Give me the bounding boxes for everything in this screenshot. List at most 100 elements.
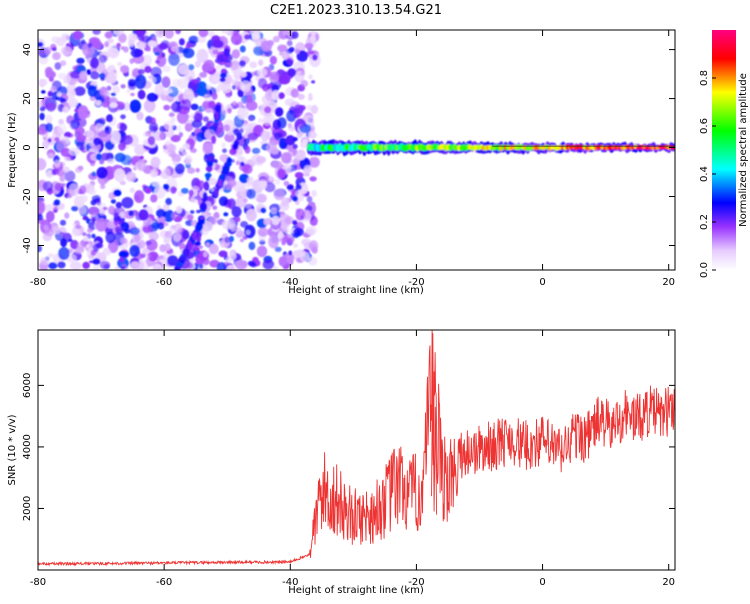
noise-blob [184, 123, 193, 132]
noise-blob [249, 61, 258, 69]
noise-blob [107, 47, 120, 59]
spectrogram-y-axis: -40 -20 0 20 40 [22, 43, 675, 254]
noise-blob [243, 138, 250, 145]
noise-blob [53, 199, 61, 206]
noise-blob [264, 182, 276, 193]
noise-blob [163, 120, 175, 131]
noise-blob [293, 227, 304, 237]
noise-blob [58, 118, 64, 125]
noise-blob [292, 220, 298, 226]
noise-blob [223, 124, 231, 132]
noise-blob [289, 164, 298, 172]
noise-blob [182, 47, 195, 59]
noise-blob [274, 132, 283, 141]
noise-blob [257, 78, 268, 89]
x-tick-label: 20 [662, 577, 675, 588]
noise-blob [148, 231, 159, 241]
noise-blob [120, 221, 130, 232]
noise-blob [95, 153, 102, 161]
noise-blob [196, 48, 209, 64]
noise-blob [109, 43, 118, 50]
noise-blob [154, 84, 165, 96]
noise-blob [260, 207, 267, 214]
noise-blob [88, 188, 97, 196]
noise-blob [288, 250, 293, 256]
x-tick-label: -80 [30, 277, 46, 288]
noise-blob [309, 210, 315, 215]
noise-blob [286, 184, 294, 190]
noise-blob [187, 214, 194, 221]
noise-blob [161, 168, 171, 180]
noise-blob [129, 58, 135, 64]
noise-blob [47, 138, 52, 143]
noise-blob [99, 261, 111, 270]
noise-blob [134, 30, 147, 37]
noise-blob [203, 59, 215, 72]
noise-blob [148, 255, 157, 262]
noise-blob [295, 184, 302, 191]
noise-blob [129, 99, 141, 113]
noise-blob [141, 35, 151, 43]
noise-blob [77, 105, 89, 120]
noise-blob [163, 183, 170, 190]
noise-blob [305, 226, 317, 236]
noise-blob [293, 104, 304, 117]
noise-blob [150, 156, 161, 168]
noise-blob [129, 187, 136, 193]
noise-blob [114, 266, 120, 270]
noise-blob [294, 172, 304, 179]
noise-blob [46, 102, 56, 111]
noise-blob [116, 42, 121, 48]
noise-blob [296, 50, 308, 62]
noise-blob [105, 231, 116, 244]
noise-streak-blob [194, 224, 203, 230]
noise-blob [231, 84, 237, 90]
noise-blob [175, 30, 181, 35]
noise-blob [290, 88, 299, 98]
noise-blob [296, 149, 306, 161]
noise-blob [274, 246, 282, 252]
noise-blob [123, 46, 129, 53]
noise-blob [235, 196, 247, 208]
noise-blob [92, 30, 101, 35]
noise-blob [143, 98, 156, 113]
noise-blob [181, 99, 192, 111]
noise-blob [281, 240, 286, 246]
y-tick-label: 2000 [22, 496, 33, 521]
noise-blob [138, 43, 146, 50]
noise-blob [216, 262, 227, 270]
noise-blob [277, 44, 288, 53]
noise-blob [148, 40, 157, 47]
noise-blob [104, 31, 113, 39]
y-tick-label: -40 [22, 237, 33, 253]
noise-blob [50, 43, 57, 51]
noise-blob [272, 35, 280, 43]
noise-blob [286, 40, 293, 47]
noise-blob [308, 93, 313, 98]
noise-blob [62, 166, 70, 173]
noise-blob [231, 49, 241, 59]
noise-blob [142, 225, 153, 233]
noise-streak-blob [183, 248, 188, 258]
colorbar-ticks: 0.0 0.2 0.4 0.6 0.8 [699, 70, 716, 278]
noise-blob [76, 57, 85, 65]
noise-blob [255, 193, 267, 203]
noise-streak-blob [199, 202, 208, 211]
noise-blob [310, 31, 317, 36]
noise-blob [150, 66, 162, 78]
noise-blob [99, 159, 105, 165]
noise-blob [60, 148, 72, 158]
noise-blob [167, 255, 179, 267]
noise-blob [110, 217, 115, 222]
noise-blob [38, 100, 43, 108]
noise-blob [273, 188, 285, 201]
noise-blob [166, 143, 177, 154]
noise-blob [117, 61, 123, 67]
noise-blob [110, 92, 116, 97]
noise-blob [151, 222, 161, 230]
x-tick-label: 0 [539, 277, 545, 288]
noise-blob [255, 156, 267, 164]
noise-blob [38, 126, 48, 135]
noise-blob [187, 167, 196, 174]
noise-blob [52, 52, 61, 61]
